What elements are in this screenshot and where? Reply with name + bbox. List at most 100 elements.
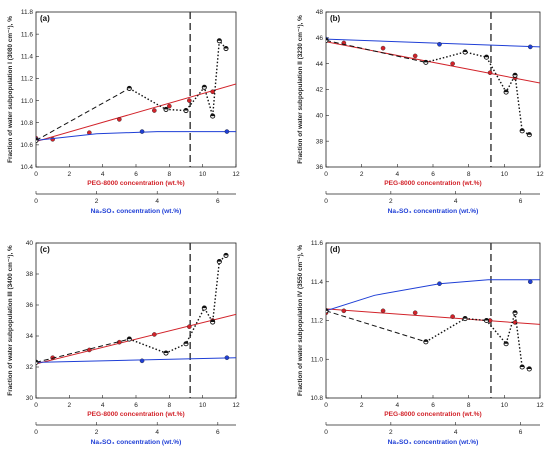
mixture-point-fill — [224, 46, 228, 49]
y-tick-label: 44 — [316, 61, 324, 68]
x-tick-label-peg: 0 — [324, 171, 328, 178]
y-tick-label: 11.4 — [311, 279, 324, 286]
mixture-point-fill — [504, 90, 509, 93]
x-tick-label-peg: 0 — [34, 171, 38, 178]
mixture-point-fill — [504, 341, 509, 344]
x-tick-label-peg: 8 — [467, 171, 471, 178]
x-tick-label-peg: 6 — [134, 402, 138, 409]
y-tick-label: 42 — [316, 87, 324, 94]
x-tick-label-salt: 6 — [216, 429, 220, 436]
x-tick-label-salt: 6 — [519, 198, 523, 205]
y-tick-label: 46 — [316, 35, 324, 42]
mixture-dashed-line — [326, 39, 426, 63]
x-tick-label-peg: 8 — [168, 402, 172, 409]
peg-point — [117, 117, 122, 122]
x-tick-label-salt: 4 — [155, 198, 159, 205]
plot-area — [326, 12, 540, 167]
mixture-point-fill — [520, 128, 525, 131]
mixture-point-fill — [210, 320, 215, 323]
y-tick-label: 11.6 — [311, 240, 324, 247]
mixture-point-fill — [326, 38, 328, 41]
mixture-point-fill — [423, 60, 428, 63]
y-axis-label: Fraction of water subpopulation I (3080 … — [7, 16, 14, 163]
salt-point — [139, 358, 145, 364]
salt-point — [224, 129, 230, 134]
x-tick-label-peg: 8 — [467, 402, 471, 409]
x-tick-label-peg: 12 — [232, 402, 240, 409]
y-axis-label: Fraction of water subpopulation IV (3550… — [297, 245, 304, 396]
chart-panel-d: (d) 10.8 11.0 11.2 11.4 11.6 Fraction of water… — [297, 240, 544, 446]
mixture-point-fill — [527, 132, 532, 135]
x-axis-label-peg: PEG-8000 concentration (wt.%) — [384, 411, 481, 418]
x-tick-label-peg: 12 — [536, 171, 544, 178]
salt-point — [437, 41, 442, 47]
y-tick-label: 30 — [26, 395, 34, 402]
x-tick-label-peg: 10 — [199, 171, 207, 178]
peg-point — [187, 98, 192, 103]
mixture-dashed-line — [36, 338, 130, 363]
mixture-point-fill — [210, 114, 215, 117]
x-tick-label-salt: 2 — [95, 429, 99, 436]
x-tick-label-salt: 0 — [34, 198, 38, 205]
x-tick-label-peg: 10 — [501, 171, 509, 178]
mixture-point-fill — [217, 259, 222, 262]
x-tick-label-peg: 12 — [536, 402, 544, 409]
x-tick-label-peg: 2 — [360, 171, 364, 178]
salt-point — [139, 129, 145, 134]
x-axis-label-salt: Na₂SO₄ concentration (wt.%) — [91, 439, 182, 446]
mixture-point-fill — [164, 107, 168, 110]
x-tick-label-peg: 4 — [101, 402, 105, 409]
y-tick-label: 11.0 — [311, 356, 324, 363]
x-tick-label-peg: 2 — [360, 402, 364, 409]
y-tick-label: 40 — [316, 113, 324, 120]
x-tick-label-peg: 4 — [396, 171, 400, 178]
mixture-point-fill — [164, 351, 168, 354]
panel-label: (d) — [330, 245, 341, 254]
peg-fit-line — [326, 308, 540, 325]
panel-label: (b) — [330, 14, 341, 23]
mixture-point-fill — [36, 360, 38, 363]
x-axis-label-peg: PEG-8000 concentration (wt.%) — [87, 411, 184, 418]
y-tick-label: 38 — [26, 271, 34, 278]
peg-fit-line — [36, 313, 236, 365]
y-tick-label: 40 — [26, 240, 34, 247]
x-tick-label-peg: 10 — [501, 402, 509, 409]
x-tick-label-salt: 4 — [454, 198, 458, 205]
mixture-dotted-line — [129, 254, 227, 354]
y-tick-label: 10.4 — [20, 164, 33, 171]
plot-area — [36, 12, 236, 167]
y-tick-label: 10.8 — [20, 120, 33, 127]
salt-fit-line — [36, 131, 236, 141]
peg-fit-line — [36, 83, 236, 142]
peg-point — [152, 108, 157, 113]
peg-point — [412, 53, 418, 59]
salt-fit-line — [36, 357, 236, 363]
peg-point — [210, 89, 215, 95]
y-axis-label: Fraction of water subpopulation III (340… — [7, 245, 14, 396]
mixture-point-fill — [217, 38, 222, 41]
x-tick-label-peg: 0 — [324, 402, 328, 409]
mixture-point-fill — [527, 366, 532, 369]
y-tick-label: 32 — [26, 364, 34, 371]
x-axis-label-peg: PEG-8000 concentration (wt.%) — [87, 180, 184, 187]
mixture-point-fill — [326, 308, 328, 311]
mixture-point-fill — [184, 108, 188, 111]
peg-point — [487, 70, 493, 76]
peg-point — [412, 310, 418, 316]
y-tick-label: 11.2 — [21, 76, 34, 83]
panel-label: (c) — [40, 245, 50, 254]
x-tick-label-salt: 2 — [389, 198, 393, 205]
x-axis-label-salt: Na₂SO₄ concentration (wt.%) — [388, 208, 479, 215]
x-tick-label-peg: 6 — [134, 171, 138, 178]
x-tick-label-salt: 6 — [519, 429, 523, 436]
peg-point — [380, 45, 386, 51]
mixture-point-fill — [224, 253, 228, 256]
y-tick-label: 34 — [26, 333, 34, 340]
mixture-dashed-line — [326, 310, 427, 343]
x-tick-label-peg: 12 — [232, 171, 240, 178]
mixture-point-fill — [484, 55, 489, 58]
peg-point — [450, 314, 455, 319]
x-tick-label-salt: 2 — [389, 429, 393, 436]
mixture-point-fill — [513, 73, 518, 76]
